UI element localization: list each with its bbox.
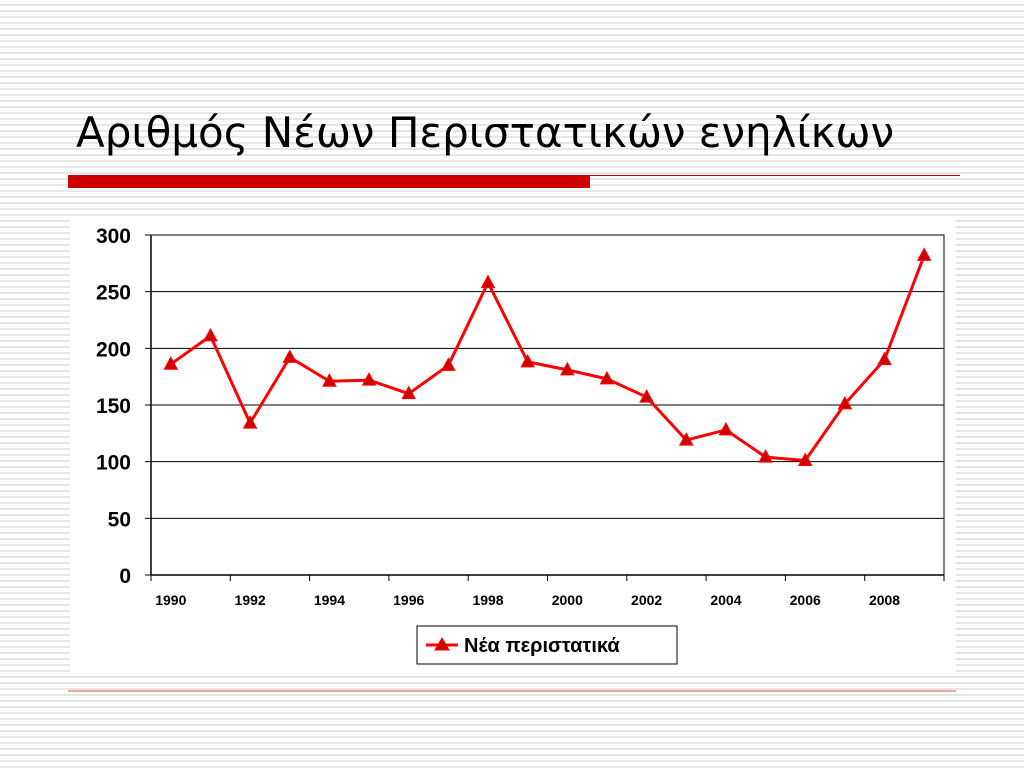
x-tick-label: 2002 [631,592,662,608]
y-tick-label: 200 [96,338,131,361]
series-layer [163,247,932,467]
series-line [169,254,926,462]
title-underline-thin [590,175,960,176]
x-tick-label: 2000 [552,592,583,608]
x-tick-label: 2004 [710,592,741,608]
data-point-marker [758,449,773,463]
data-point-marker [678,432,694,446]
data-point-marker [322,373,337,387]
y-tick-label: 50 [108,508,131,531]
title-underline-thick [68,175,590,188]
data-point-marker [837,395,853,410]
x-tick-label: 1996 [393,592,424,608]
data-point-marker [163,356,179,370]
chart-axes [145,234,945,581]
chart-legend: Νέα περιστατικά [416,625,678,665]
y-axis-labels: 0 50 100 150 200 250 300 [96,225,131,588]
x-tick-label: 1994 [314,592,345,608]
x-tick-label: 1992 [235,592,266,608]
x-tick-label: 2006 [790,592,821,608]
data-point-marker [401,385,417,400]
data-point-marker [916,247,932,261]
data-point-marker [242,415,258,429]
data-point-marker [203,327,218,342]
data-point-marker [441,357,456,371]
footer-rule [68,690,956,692]
x-tick-label: 1998 [472,592,503,608]
x-tick-label: 2008 [869,592,900,608]
data-point-marker [718,421,734,436]
legend-label: Νέα περιστατικά [464,635,620,657]
data-point-marker [282,349,298,363]
x-tick-label: 1990 [155,592,186,608]
data-point-marker [797,452,813,467]
y-tick-label: 150 [96,395,131,418]
y-tick-label: 0 [119,565,131,588]
y-tick-label: 300 [96,225,131,248]
data-point-marker [520,353,536,368]
data-point-marker [559,361,575,376]
slide-title: Αριθμός Νέων Περιστατικών ενηλίκων [76,108,895,157]
data-point-marker [639,389,654,403]
data-point-marker [480,274,496,289]
data-point-marker [877,351,892,366]
data-point-marker [361,372,377,386]
legend-box [416,625,678,665]
data-point-marker [599,370,615,385]
y-tick-label: 250 [96,282,131,305]
x-axis-labels: 1990 1992 1994 1996 1998 2000 2002 2004 2006 2008 [155,592,900,608]
y-tick-label: 100 [96,452,131,475]
chart-background [70,218,956,676]
legend-triangle-marker [434,637,450,651]
